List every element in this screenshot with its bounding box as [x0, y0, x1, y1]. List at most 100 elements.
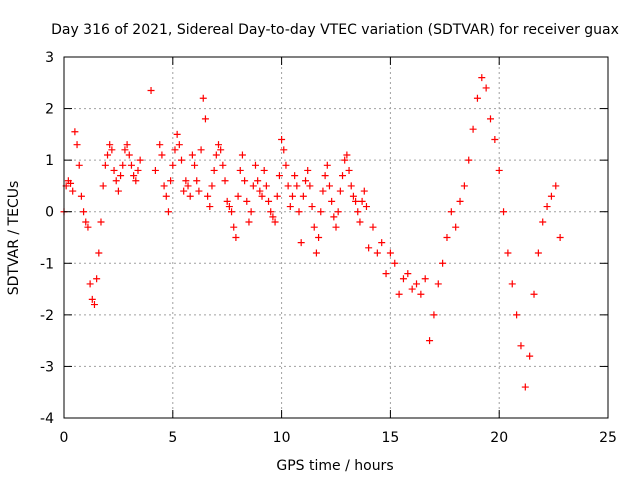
data-point	[121, 146, 129, 154]
data-point	[88, 295, 96, 303]
y-tick-label: 2	[45, 102, 54, 118]
data-point	[539, 218, 547, 226]
data-point	[169, 161, 177, 169]
data-point	[93, 275, 101, 283]
data-point	[452, 223, 460, 231]
data-point	[447, 208, 455, 216]
data-point	[127, 161, 135, 169]
data-point	[473, 94, 481, 102]
data-point	[286, 203, 294, 211]
data-point	[184, 182, 192, 190]
data-point	[232, 234, 240, 241]
data-point	[269, 213, 277, 221]
x-tick-label: 25	[599, 430, 617, 446]
data-point	[234, 192, 242, 200]
y-tick-label: 1	[45, 153, 54, 169]
x-tick-label: 5	[168, 430, 177, 446]
data-point	[556, 234, 564, 241]
data-point	[247, 208, 255, 216]
chart-title: Day 316 of 2021, Sidereal Day-to-day VTE…	[51, 22, 619, 38]
data-point	[188, 151, 196, 159]
data-point	[456, 197, 464, 205]
data-point	[210, 166, 218, 174]
data-point	[299, 192, 307, 200]
data-point	[258, 192, 266, 200]
data-point	[67, 179, 75, 187]
data-point	[430, 311, 438, 319]
data-point	[110, 166, 118, 174]
y-tick-label: -2	[40, 308, 54, 324]
data-point	[395, 290, 403, 298]
data-point	[382, 270, 390, 278]
data-point	[251, 161, 259, 169]
data-point	[291, 172, 299, 180]
data-point	[136, 156, 144, 164]
data-point	[84, 223, 92, 231]
data-point	[365, 244, 373, 252]
data-point	[465, 156, 473, 164]
data-point	[369, 223, 377, 231]
data-point	[186, 192, 194, 200]
data-point	[178, 156, 186, 164]
x-tick-label: 20	[490, 430, 508, 446]
data-point	[108, 146, 116, 154]
data-point	[460, 182, 468, 190]
data-point	[97, 218, 105, 226]
data-point	[284, 182, 292, 190]
data-point	[534, 249, 542, 257]
data-point	[347, 182, 355, 190]
data-point	[332, 223, 340, 231]
data-point	[199, 94, 207, 102]
data-point	[130, 172, 138, 180]
data-point	[112, 177, 120, 185]
data-point	[297, 239, 305, 247]
data-point	[173, 130, 181, 138]
data-point	[95, 249, 103, 257]
data-point	[282, 161, 290, 169]
data-point	[304, 166, 312, 174]
data-point	[156, 141, 164, 149]
data-point	[223, 197, 231, 205]
data-point	[230, 223, 238, 231]
data-point	[217, 146, 225, 154]
data-point	[160, 182, 168, 190]
data-point	[238, 151, 246, 159]
data-point	[413, 280, 421, 288]
x-axis-label: GPS time / hours	[276, 458, 393, 474]
data-point	[73, 141, 81, 149]
data-point	[164, 208, 172, 216]
data-point	[191, 161, 199, 169]
data-point	[421, 275, 429, 283]
data-point	[354, 208, 362, 216]
data-point	[547, 192, 555, 200]
data-point	[225, 203, 233, 211]
data-point	[273, 192, 281, 200]
data-point	[201, 115, 209, 123]
plot-frame	[63, 56, 609, 419]
data-point	[349, 192, 357, 200]
data-point	[134, 166, 142, 174]
data-point	[486, 115, 494, 123]
data-point	[391, 259, 399, 267]
data-points	[60, 74, 564, 391]
data-point	[404, 270, 412, 278]
y-axis-label: SDTVAR / TECUs	[6, 181, 22, 296]
data-point	[123, 141, 131, 149]
data-point	[508, 280, 516, 288]
data-point	[132, 177, 140, 185]
data-point	[517, 342, 525, 350]
data-point	[315, 234, 323, 241]
data-point	[162, 192, 170, 200]
data-point	[312, 249, 320, 257]
data-point	[75, 161, 83, 169]
data-point	[212, 151, 220, 159]
data-point	[386, 249, 394, 257]
data-point	[182, 177, 190, 185]
data-point	[206, 203, 214, 211]
y-tick-label: -4	[40, 411, 54, 427]
data-point	[219, 161, 227, 169]
data-point	[119, 161, 127, 169]
data-point	[330, 213, 338, 221]
data-point	[256, 187, 264, 195]
